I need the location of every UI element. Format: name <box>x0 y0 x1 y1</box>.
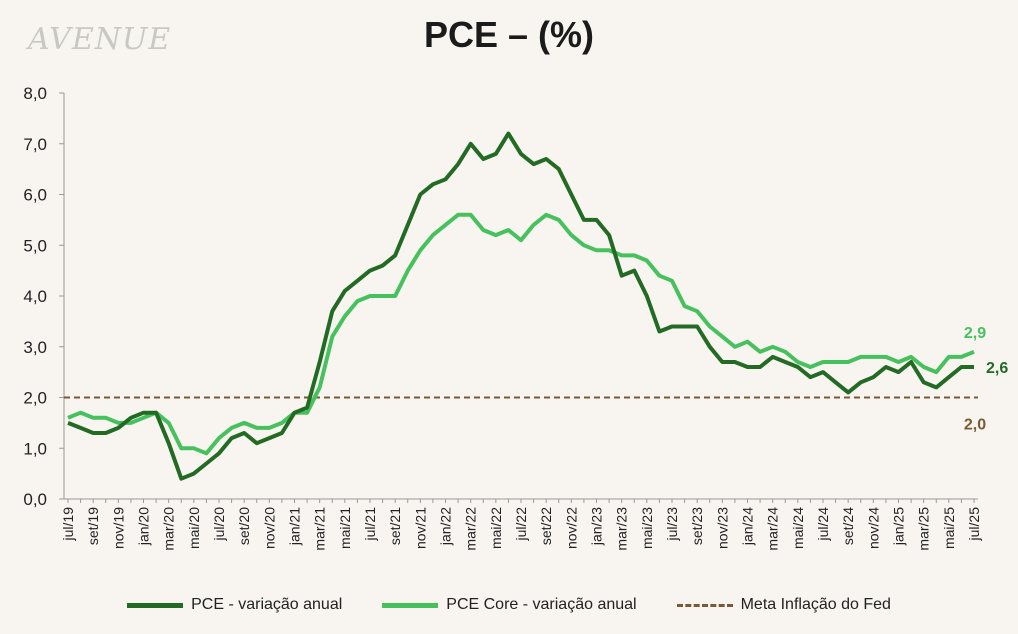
x-tick-label: jan/25 <box>891 507 907 546</box>
x-tick-label: nov/19 <box>110 507 126 549</box>
x-tick-label: jan/24 <box>740 507 756 546</box>
y-tick-label: 4,0 <box>23 287 47 306</box>
x-tick-label: jul/21 <box>362 507 378 542</box>
x-tick-label: jul/24 <box>815 507 831 542</box>
x-tick-label: mai/23 <box>639 507 655 549</box>
x-tick-label: mar/23 <box>614 507 630 551</box>
x-tick-label: mar/24 <box>765 507 781 551</box>
x-tick-label: mar/25 <box>916 507 932 551</box>
y-tick-label: 1,0 <box>23 439 47 458</box>
x-tick-label: set/20 <box>236 507 252 545</box>
x-axis: jul/19 set/19 nov/19 jan/20 mar/20 mai/20 jul/… <box>60 498 982 551</box>
y-axis: 0,0 1,0 2,0 3,0 4,0 5,0 6,0 7,0 8,0 <box>23 84 65 509</box>
x-tick-label: jul/22 <box>513 507 529 542</box>
x-tick-label: nov/24 <box>865 507 881 549</box>
x-tick-label: jul/20 <box>211 507 227 542</box>
legend-swatch-fed-target <box>676 603 733 607</box>
x-tick-label: nov/22 <box>563 507 579 549</box>
legend-label-pce-core: PCE Core - variação anual <box>446 596 637 613</box>
y-tick-label: 5,0 <box>23 236 47 255</box>
y-tick-label: 8,0 <box>23 84 47 103</box>
x-tick-label: mar/20 <box>161 507 177 551</box>
legend-label-fed-target: Meta Inflação do Fed <box>740 596 891 613</box>
y-tick-label: 2,0 <box>23 389 47 408</box>
series-layer <box>64 131 978 481</box>
series-pce-core-line <box>67 212 975 456</box>
x-tick-label: jul/23 <box>664 507 680 542</box>
y-tick-label: 0,0 <box>23 490 47 509</box>
end-label-pce-core: 2,9 <box>964 325 986 342</box>
x-tick-label: mai/22 <box>488 507 504 549</box>
x-tick-label: mai/25 <box>941 507 957 549</box>
y-tick-label: 3,0 <box>23 338 47 357</box>
legend-swatch-pce-core <box>382 602 439 608</box>
x-tick-label: nov/21 <box>412 507 428 549</box>
x-tick-label: set/24 <box>840 507 856 545</box>
series-pce-line <box>67 131 974 481</box>
x-tick-label: jul/19 <box>60 507 76 542</box>
x-tick-label: jan/20 <box>136 507 152 546</box>
x-tick-label: mai/24 <box>790 507 806 549</box>
legend: PCE - variação anual PCE Core - variação… <box>0 590 1018 620</box>
x-tick-label: jan/22 <box>438 507 454 546</box>
x-tick-label: set/23 <box>689 507 705 545</box>
pce-line-chart: 0,0 1,0 2,0 3,0 4,0 5,0 6,0 7,0 8,0 jul/19 set/19… <box>23 84 1008 551</box>
x-tick-label: nov/23 <box>714 507 730 549</box>
x-tick-label: set/22 <box>538 507 554 545</box>
x-tick-label: set/21 <box>387 507 403 545</box>
end-label-fed-target: 2,0 <box>964 417 986 434</box>
x-tick-label: nov/20 <box>261 507 277 549</box>
x-tick-label: mar/21 <box>312 507 328 551</box>
y-tick-label: 6,0 <box>23 186 47 205</box>
x-tick-label: jul/25 <box>966 507 982 542</box>
legend-label-pce: PCE - variação anual <box>191 596 343 613</box>
end-labels: 2,9 2,6 2,0 <box>964 325 1008 434</box>
chart-title: PCE – (%) <box>423 14 595 55</box>
x-tick-label: jan/23 <box>589 507 605 546</box>
x-tick-label: mar/22 <box>463 507 479 551</box>
x-tick-label: set/19 <box>85 507 101 545</box>
legend-item-fed-target: Meta Inflação do Fed <box>676 596 891 614</box>
x-tick-label: jan/21 <box>287 507 303 546</box>
legend-swatch-pce <box>127 602 184 608</box>
legend-item-pce-core: PCE Core - variação anual <box>382 596 637 614</box>
x-tick-label: mai/20 <box>186 507 202 549</box>
x-tick-label: mai/21 <box>337 507 353 549</box>
avenue-logo: AVENUE <box>28 22 172 57</box>
legend-item-pce: PCE - variação anual <box>127 596 342 614</box>
end-label-pce: 2,6 <box>986 360 1008 377</box>
y-tick-label: 7,0 <box>23 135 47 154</box>
